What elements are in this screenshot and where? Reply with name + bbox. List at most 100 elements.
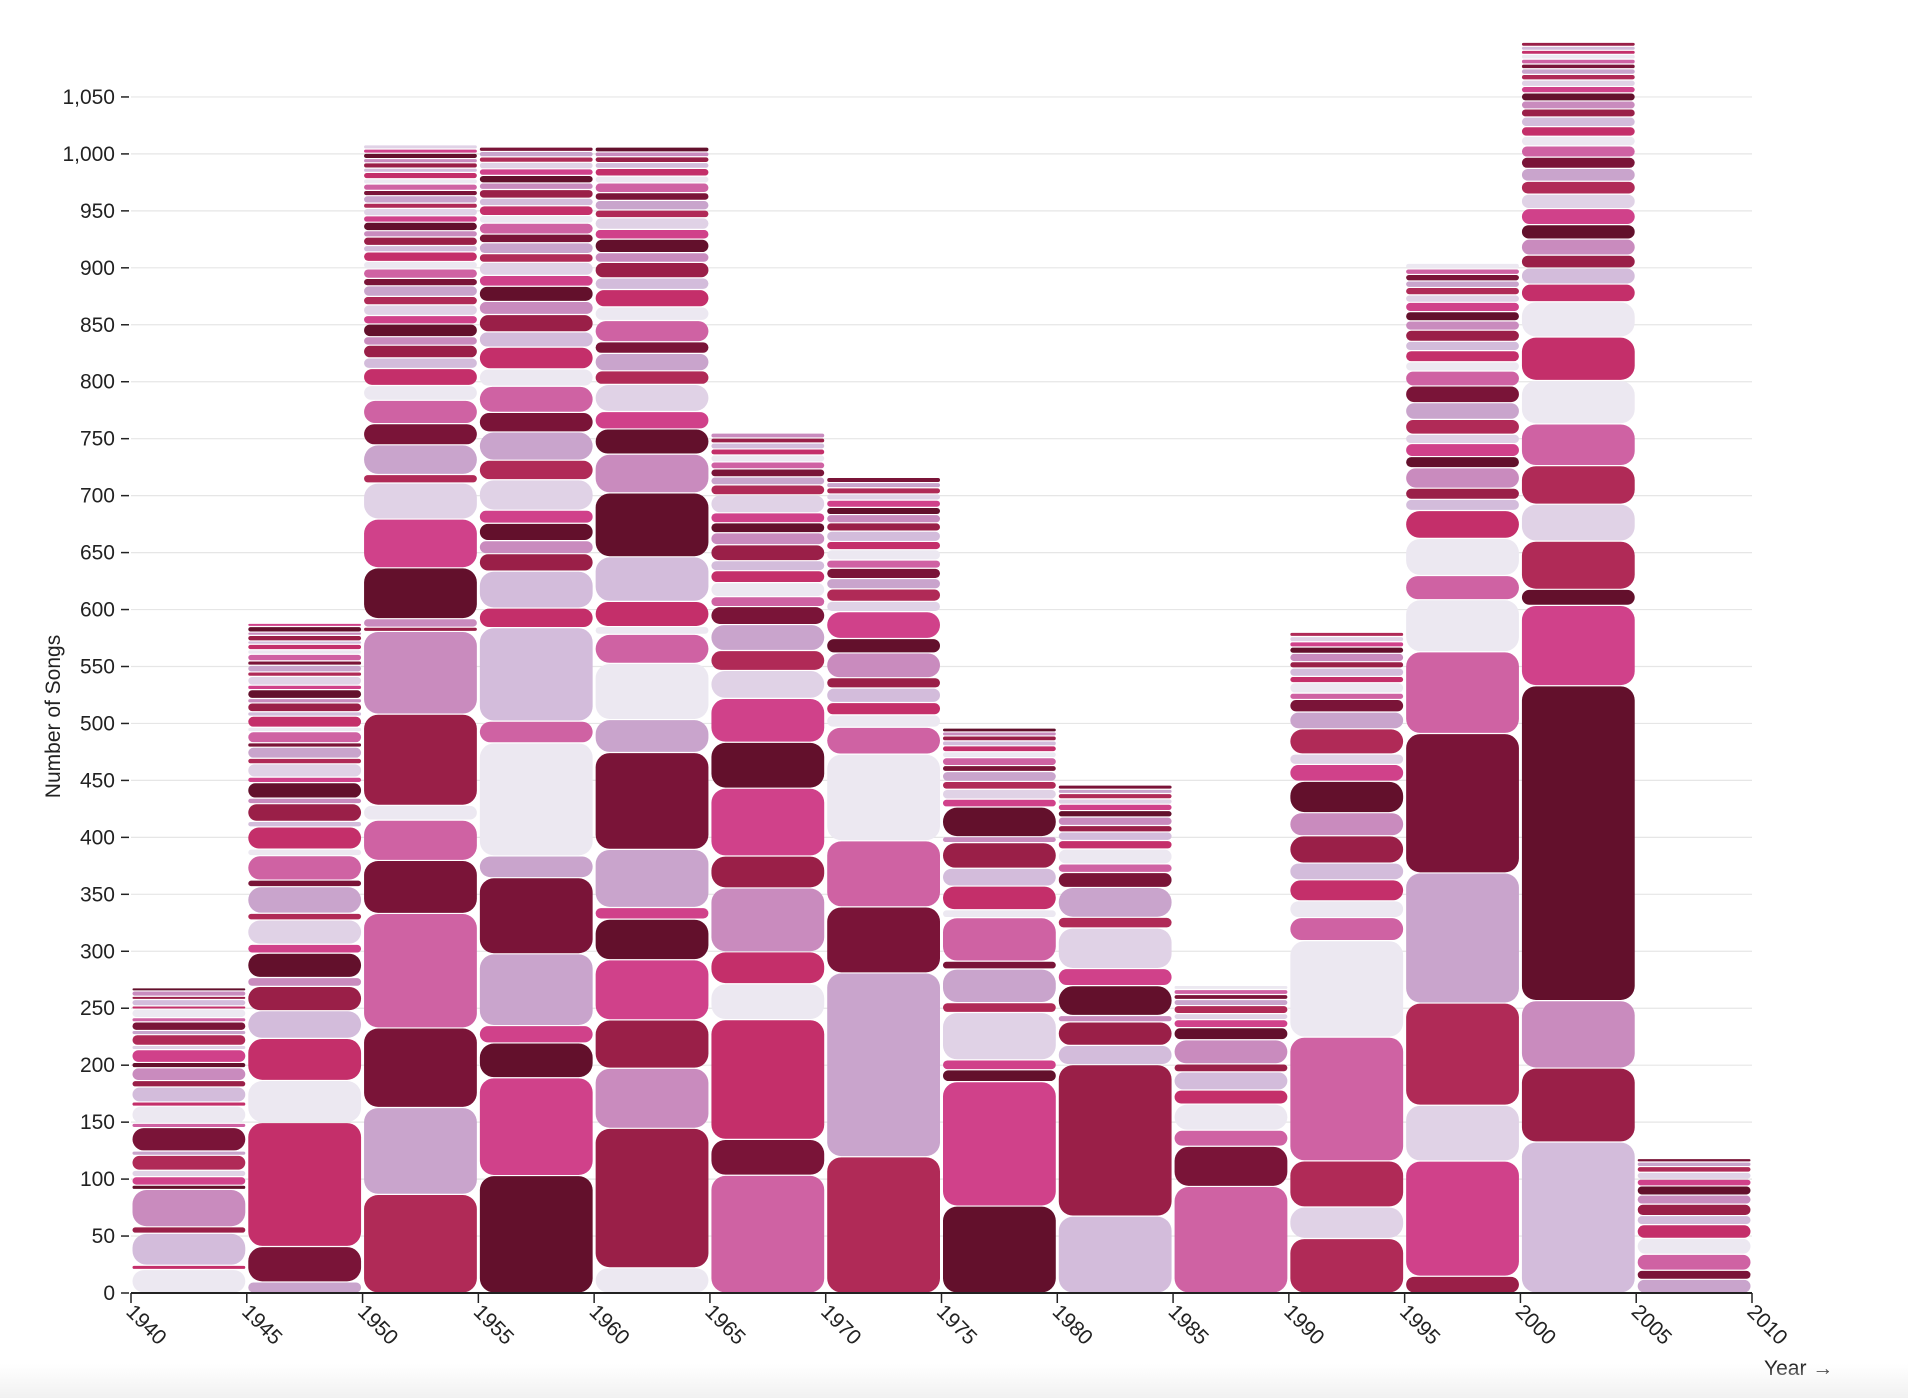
- song-segment: [711, 513, 825, 523]
- song-segment: [248, 716, 362, 727]
- song-segment: [595, 163, 709, 168]
- song-segment: [1290, 863, 1404, 880]
- song-segment: [595, 412, 709, 429]
- song-segment: [1058, 832, 1172, 840]
- song-segment: [479, 1078, 593, 1175]
- song-segment: [1174, 1014, 1288, 1020]
- song-segment: [827, 560, 940, 568]
- song-segment: [248, 627, 362, 632]
- song-segment: [595, 253, 709, 262]
- y-tick-label: 700: [80, 485, 115, 508]
- song-segment: [132, 1081, 246, 1087]
- song-segment: [711, 545, 825, 561]
- song-segment: [711, 1139, 825, 1175]
- song-segment: [595, 720, 709, 752]
- song-segment: [132, 996, 246, 999]
- song-segment: [479, 743, 593, 856]
- song-segment: [827, 703, 940, 715]
- song-segment: [479, 332, 593, 347]
- song-segment: [479, 302, 593, 314]
- song-segment: [827, 478, 940, 482]
- song-segment: [364, 483, 477, 519]
- song-segment: [479, 432, 593, 460]
- song-segment: [364, 196, 477, 203]
- song-segment: [943, 1003, 1056, 1012]
- song-segment: [248, 650, 362, 654]
- bin-1955-1960: [479, 147, 593, 1293]
- song-segment: [711, 455, 825, 462]
- song-segment: [595, 627, 709, 634]
- song-segment: [248, 920, 362, 944]
- y-tick-label: 500: [80, 712, 115, 735]
- song-segment: [1406, 269, 1519, 274]
- song-segment: [711, 583, 825, 597]
- x-tick-label: 1985: [1164, 1300, 1213, 1349]
- song-segment: [1290, 676, 1404, 683]
- song-segment: [1406, 1105, 1519, 1161]
- song-segment: [1290, 765, 1404, 781]
- x-tick-label: 1940: [121, 1300, 170, 1349]
- song-segment: [595, 601, 709, 626]
- x-tick-label: 1980: [1048, 1300, 1097, 1349]
- song-segment: [943, 969, 1056, 1003]
- x-tick-label: 1965: [700, 1300, 749, 1349]
- song-segment: [1406, 330, 1519, 341]
- song-segment: [132, 1265, 246, 1269]
- song-segment: [364, 358, 477, 368]
- song-segment: [1521, 93, 1635, 101]
- song-segment: [479, 1176, 593, 1293]
- song-segment: [364, 424, 477, 445]
- song-segment: [132, 1170, 246, 1177]
- song-segment: [479, 175, 593, 183]
- song-segment: [1290, 1161, 1404, 1207]
- song-segment: [943, 728, 1056, 732]
- song-segment: [1058, 864, 1172, 872]
- song-segment: [595, 353, 709, 371]
- song-segment: [1521, 1068, 1635, 1142]
- song-segment: [248, 986, 362, 1011]
- song-segment: [1406, 434, 1519, 443]
- song-segment: [827, 568, 940, 578]
- song-segment: [1406, 281, 1519, 287]
- song-segment: [248, 953, 362, 977]
- song-segment: [364, 145, 477, 149]
- song-segment: [479, 386, 593, 412]
- song-segment: [595, 454, 709, 493]
- bin-1970-1975: [827, 478, 940, 1293]
- song-segment: [364, 278, 477, 286]
- song-segment: [364, 1028, 477, 1107]
- song-segment: [479, 856, 593, 878]
- song-segment: [132, 1151, 246, 1155]
- song-segment: [1521, 101, 1635, 109]
- song-segment: [1521, 46, 1635, 50]
- song-segment: [1637, 1238, 1751, 1254]
- song-segment: [943, 758, 1056, 765]
- song-segment: [595, 152, 709, 157]
- song-segment: [943, 918, 1056, 961]
- song-segment: [1521, 302, 1635, 337]
- song-segment: [943, 746, 1056, 752]
- song-segment: [479, 190, 593, 198]
- song-segment: [364, 172, 477, 179]
- song-segment: [248, 699, 362, 703]
- song-segment: [364, 286, 477, 296]
- song-segment: [943, 837, 1056, 842]
- song-segment: [1406, 419, 1519, 434]
- y-tick-label: 50: [92, 1225, 115, 1248]
- song-segment: [1406, 362, 1519, 371]
- song-segment: [711, 788, 825, 856]
- bin-1990-1995: [1290, 632, 1404, 1293]
- song-segment: [248, 1247, 362, 1282]
- song-segment: [1521, 109, 1635, 117]
- song-segment: [364, 619, 477, 627]
- song-segment: [248, 641, 362, 644]
- x-tick-label: 1970: [816, 1300, 865, 1349]
- bin-1980-1985: [1058, 785, 1172, 1293]
- song-segment: [711, 742, 825, 788]
- song-segment: [943, 807, 1056, 837]
- song-segment: [1521, 1142, 1635, 1293]
- song-segment: [132, 1185, 246, 1189]
- song-segment: [1174, 986, 1288, 989]
- song-segment: [943, 910, 1056, 918]
- song-segment: [132, 1045, 246, 1050]
